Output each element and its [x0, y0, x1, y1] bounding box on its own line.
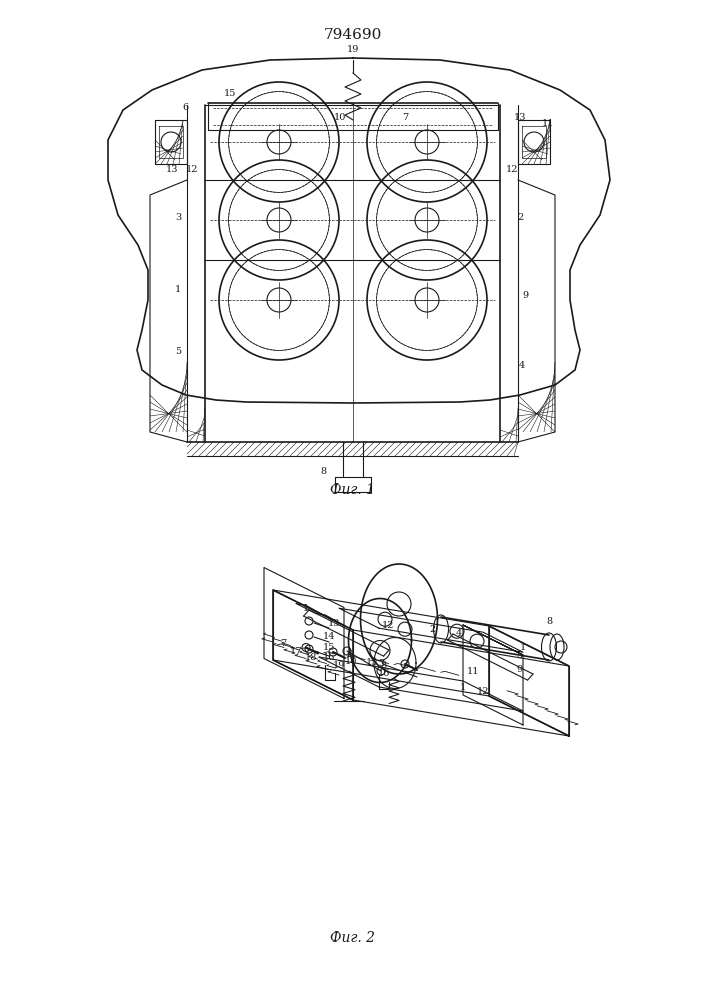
Text: 3: 3 — [378, 658, 384, 668]
Text: 1: 1 — [460, 684, 466, 692]
Text: 17: 17 — [290, 647, 303, 656]
Text: 8: 8 — [320, 468, 326, 477]
Text: 9: 9 — [522, 290, 528, 300]
Text: 10: 10 — [345, 657, 357, 666]
Text: Фиг. 2: Фиг. 2 — [330, 931, 375, 945]
Text: 15: 15 — [322, 643, 335, 652]
Text: 6: 6 — [346, 650, 352, 659]
Text: 12: 12 — [382, 621, 395, 630]
Text: 794690: 794690 — [324, 28, 382, 42]
Text: 9: 9 — [516, 664, 522, 674]
Text: 11: 11 — [467, 668, 479, 676]
Text: 15: 15 — [224, 90, 236, 99]
Text: 1: 1 — [520, 644, 526, 652]
Text: 2: 2 — [517, 214, 523, 223]
Text: 2: 2 — [429, 625, 435, 634]
Text: 12: 12 — [186, 165, 198, 174]
Text: 11: 11 — [542, 118, 554, 127]
Text: 18: 18 — [305, 653, 317, 662]
Text: 1: 1 — [303, 604, 309, 613]
Text: 7: 7 — [402, 113, 408, 122]
Text: 13: 13 — [328, 619, 340, 628]
Text: 14: 14 — [322, 632, 335, 641]
Text: 7: 7 — [280, 640, 286, 648]
Text: 5: 5 — [516, 650, 522, 660]
Text: 13: 13 — [514, 113, 526, 122]
Text: 4: 4 — [456, 630, 462, 639]
Text: 4: 4 — [519, 360, 525, 369]
Text: 16: 16 — [378, 669, 390, 678]
Text: 16: 16 — [322, 653, 335, 662]
Text: 12: 12 — [477, 686, 489, 696]
Text: Фиг. 1: Фиг. 1 — [330, 483, 375, 497]
Text: 10: 10 — [334, 113, 346, 122]
Text: 3: 3 — [175, 214, 181, 223]
Text: 19: 19 — [347, 45, 359, 54]
Text: 15: 15 — [366, 658, 378, 667]
Text: 19: 19 — [333, 662, 345, 670]
Text: 6: 6 — [182, 104, 188, 112]
Text: 12: 12 — [506, 165, 518, 174]
Text: 1: 1 — [175, 286, 181, 294]
Text: 8: 8 — [380, 660, 386, 670]
Text: 5: 5 — [175, 348, 181, 357]
Text: 8: 8 — [546, 616, 552, 626]
Text: 13: 13 — [165, 165, 178, 174]
